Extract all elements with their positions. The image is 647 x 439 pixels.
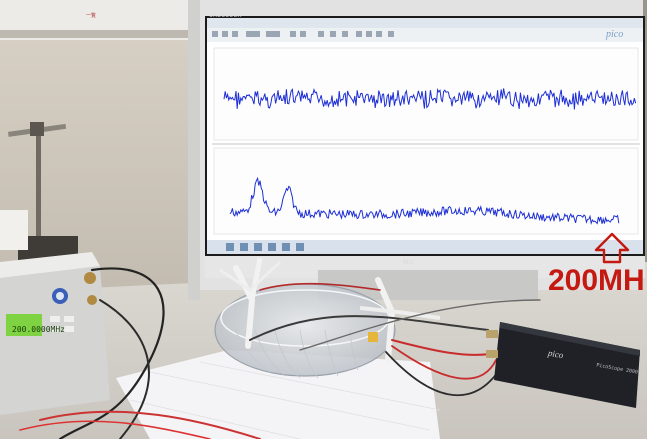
picoscope-device [486,322,640,408]
taskbar [207,240,643,254]
upper-noise-trace [223,88,637,110]
lower-spectrum-trace [229,176,620,225]
up-arrow-outline-icon [594,232,630,264]
probe-left [219,257,282,349]
tissue-paper [116,350,440,439]
lower-scope-panel [213,147,639,235]
monitor [188,0,645,300]
frequency-annotation: 200MH [548,266,645,296]
cables [19,267,541,439]
fg-display [6,314,42,336]
probe-right [359,277,441,363]
function-generator [0,252,110,415]
lab-stand [0,122,78,262]
